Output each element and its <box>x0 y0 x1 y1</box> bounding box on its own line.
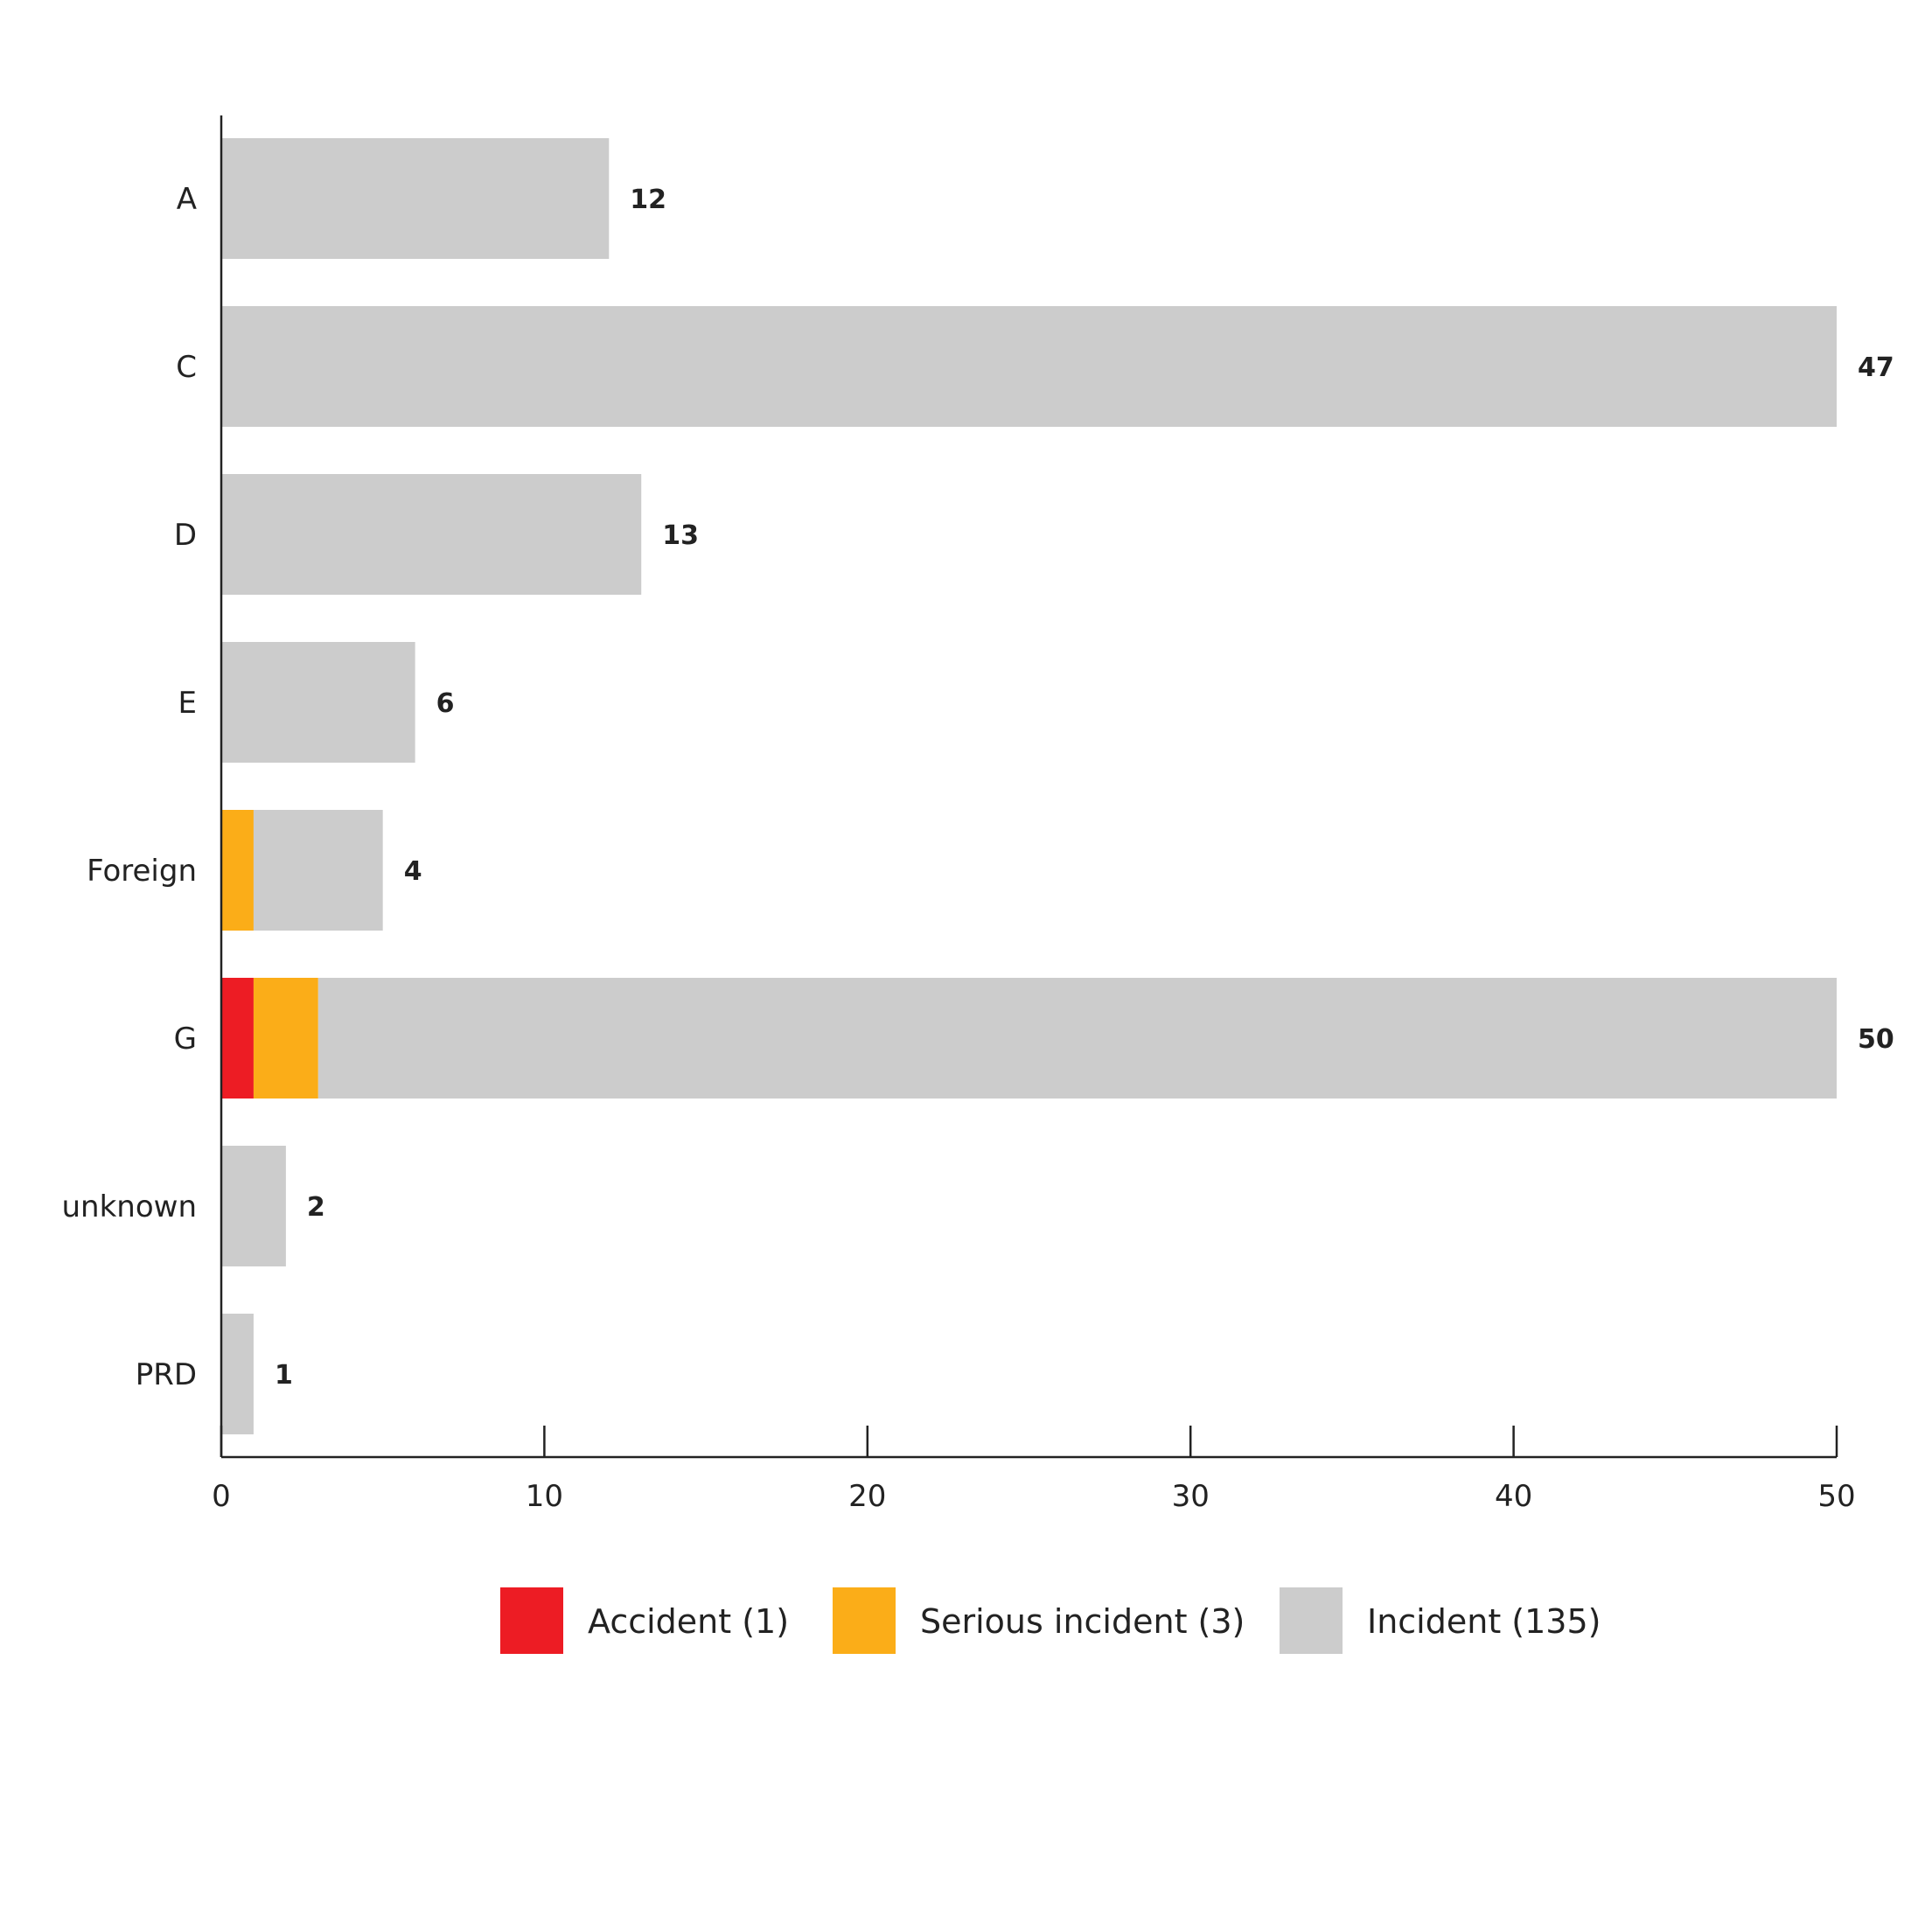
x-tick-label: 30 <box>1172 1479 1210 1514</box>
x-tick-label: 50 <box>1817 1479 1855 1514</box>
value-label: 6 <box>436 688 455 719</box>
bar-segment-c-series-2 <box>221 306 1837 427</box>
value-label: 50 <box>1858 1024 1894 1055</box>
legend-swatch <box>1280 1587 1343 1654</box>
value-label: 13 <box>662 520 699 551</box>
category-label: A <box>177 182 197 217</box>
category-label: unknown <box>62 1189 198 1224</box>
bar-segment-d-series-2 <box>221 474 642 595</box>
bar-segment-unknown-series-2 <box>221 1146 286 1266</box>
bar-segment-g-series-1 <box>253 978 318 1099</box>
bar-segment-foreign-series-2 <box>253 810 383 931</box>
bar-segment-a-series-2 <box>221 138 610 259</box>
legend: Accident (1) Serious incident (3) Incident… <box>500 1587 1601 1654</box>
category-label: C <box>176 350 197 385</box>
bar-segment-g-series-2 <box>317 978 1837 1099</box>
legend-swatch <box>833 1587 896 1654</box>
bar-segment-g-series-0 <box>221 978 254 1099</box>
category-label: D <box>174 518 197 553</box>
legend-swatch <box>500 1587 563 1654</box>
value-label: 2 <box>307 1192 325 1223</box>
legend-label: Serious incident (3) <box>920 1602 1245 1641</box>
bar-segment-prd-series-2 <box>221 1314 254 1434</box>
category-label: G <box>174 1022 197 1057</box>
x-tick-label: 0 <box>212 1479 231 1514</box>
value-label: 12 <box>630 185 666 215</box>
bar-segment-foreign-series-1 <box>221 810 254 931</box>
category-label: PRD <box>136 1357 197 1392</box>
legend-label: Accident (1) <box>588 1602 789 1641</box>
category-label: Foreign <box>87 854 197 889</box>
value-label: 1 <box>275 1360 293 1391</box>
axes-layer <box>220 115 1838 1459</box>
bar-segment-e-series-2 <box>221 642 415 763</box>
bars-layer <box>221 138 1837 1434</box>
category-label: E <box>178 686 197 721</box>
x-tick-label: 40 <box>1495 1479 1532 1514</box>
value-label: 4 <box>404 856 422 887</box>
legend-label: Incident (135) <box>1367 1602 1601 1641</box>
x-tick-label: 10 <box>526 1479 563 1514</box>
x-tick-label: 20 <box>848 1479 886 1514</box>
value-label: 47 <box>1858 352 1894 383</box>
